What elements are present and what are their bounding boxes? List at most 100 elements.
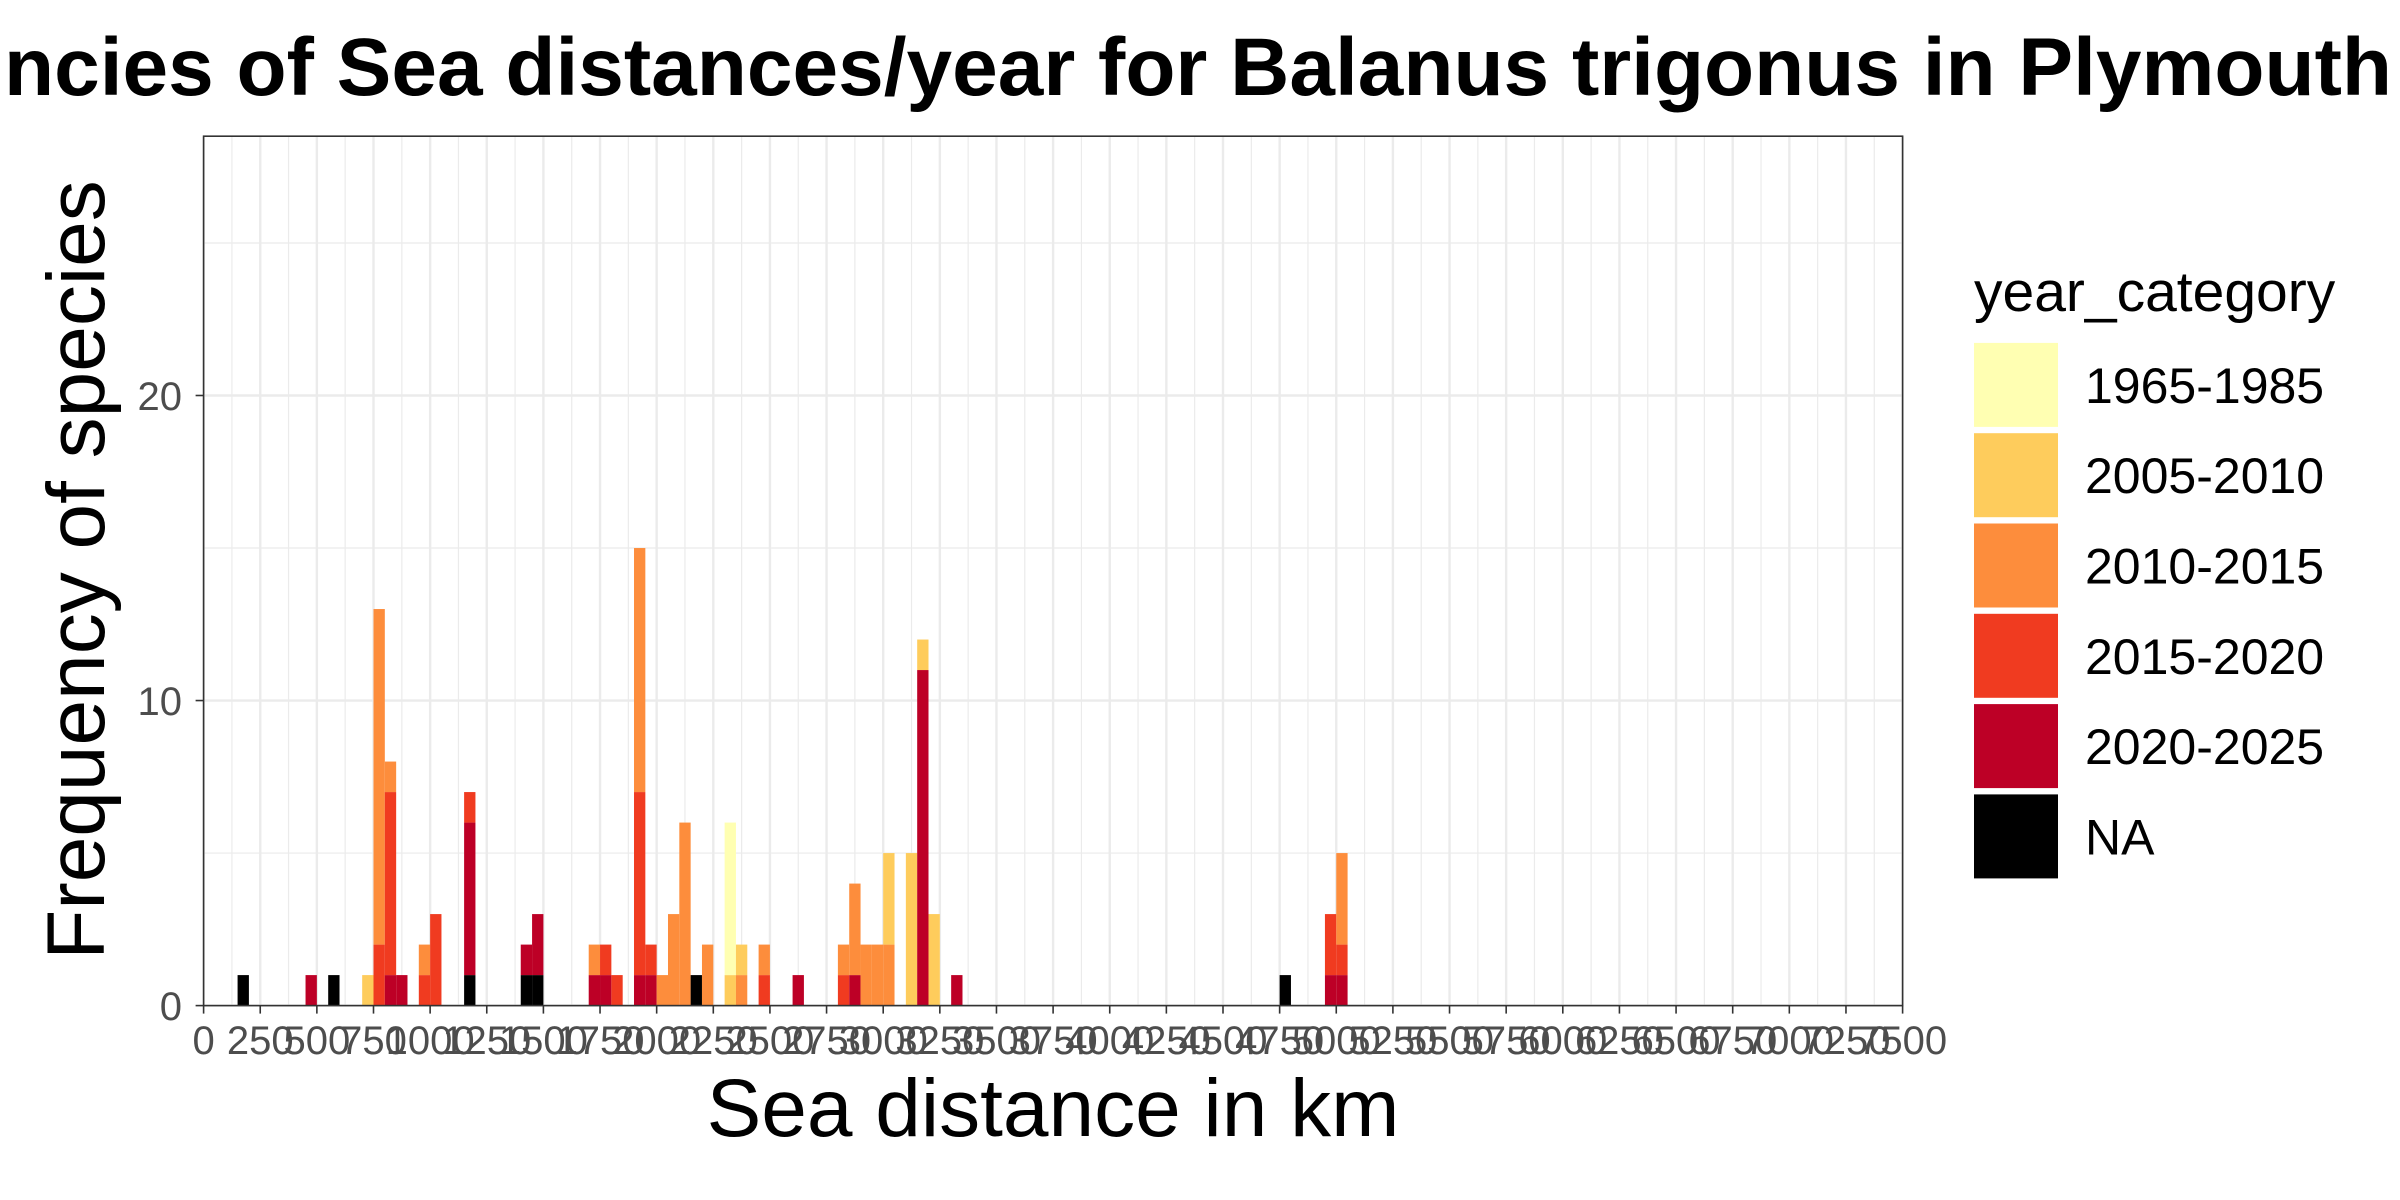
bar-2020-2025-3325 [951, 975, 963, 1006]
bar-2020-2025-1475 [532, 914, 544, 976]
bar-na-1175 [464, 975, 476, 1006]
legend: year_category 1965-1985 2005-2010 2010-201… [1974, 260, 2336, 879]
bar-1965-1985-2325 [724, 822, 736, 976]
bar-na-4775 [1279, 975, 1291, 1006]
bar-2015-2020-2475 [758, 975, 770, 1006]
bar-2010-2015-2225 [701, 944, 714, 1006]
x-tick-label: 500 [283, 1019, 350, 1063]
legend-key-2005-2010 [1974, 433, 2058, 518]
x-tick-label: 2750 [782, 1019, 871, 1063]
bar-na-1475 [532, 975, 544, 1006]
bar-2010-2015-2825 [837, 944, 850, 976]
bar-2005-2010-2375 [735, 944, 748, 976]
bar-2020-2025-1425 [520, 944, 533, 976]
x-tick-label: 1750 [556, 1019, 645, 1063]
bar-2020-2025-1725 [588, 975, 601, 1006]
x-tick-label: 6000 [1518, 1019, 1607, 1063]
bar-2015-2020-5025 [1336, 944, 1348, 976]
x-tick-label: 7000 [1745, 1019, 1834, 1063]
histogram-bars [237, 548, 1348, 1006]
bar-2020-2025-1775 [600, 975, 612, 1006]
bar-2020-2025-4975 [1324, 975, 1337, 1006]
x-axis-ticks: 0 250500750100012501500175020002250250027… [192, 1005, 1947, 1063]
x-tick-label: 7500 [1858, 1019, 1947, 1063]
bar-2010-2015-2075 [667, 914, 680, 1006]
bar-2010-2015-1925 [634, 548, 646, 793]
legend-item-na: NA [1974, 794, 2155, 879]
y-axis-ticks: 0 10 20 [138, 375, 204, 1029]
bar-2020-2025-1925 [634, 975, 646, 1006]
legend-key-2015-2020 [1974, 613, 2058, 698]
x-tick-label: 5750 [1462, 1019, 1551, 1063]
bar-2015-2020-1775 [600, 944, 612, 976]
bar-2015-2020-1825 [611, 975, 623, 1006]
bar-2015-2020-2825 [837, 975, 850, 1006]
bar-2015-2020-825 [384, 792, 397, 976]
bar-2015-2020-1975 [645, 944, 657, 976]
bar-2015-2020-1025 [430, 914, 442, 1006]
y-tick-label: 10 [138, 680, 183, 724]
x-tick-label: 4250 [1122, 1019, 1211, 1063]
bar-2020-2025-875 [396, 975, 408, 1006]
bar-2010-2015-2125 [679, 822, 691, 1006]
x-tick-label: 3250 [895, 1019, 984, 1063]
bar-2010-2015-2975 [871, 944, 884, 1006]
x-axis-title: Sea distance in km [707, 1063, 1400, 1154]
x-tick-label: 4000 [1065, 1019, 1154, 1063]
bar-na-1425 [520, 975, 533, 1006]
bar-2015-2020-4975 [1324, 914, 1337, 976]
x-tick-label: 6500 [1632, 1019, 1721, 1063]
legend-item-2005-2010: 2005-2010 [1974, 433, 2324, 518]
bar-2020-2025-1975 [645, 975, 657, 1006]
bar-2010-2015-2875 [849, 883, 861, 976]
legend-key-2010-2015 [1974, 523, 2058, 608]
x-tick-label: 4500 [1179, 1019, 1268, 1063]
x-tick-label: 1500 [499, 1019, 588, 1063]
bar-2010-2015-975 [418, 944, 431, 976]
x-tick-label: 250 [227, 1019, 294, 1063]
bar-2010-2015-2375 [735, 975, 748, 1006]
x-tick-label: 4750 [1235, 1019, 1324, 1063]
bar-2010-2015-2025 [656, 975, 668, 1006]
x-tick-label: 5250 [1348, 1019, 1437, 1063]
bar-2010-2015-3025 [883, 944, 895, 1006]
bar-2015-2020-775 [373, 944, 385, 1006]
y-tick-label: 20 [138, 375, 183, 419]
bar-na-575 [328, 975, 340, 1006]
legend-title: year_category [1974, 260, 2336, 324]
bar-2005-2010-3175 [917, 639, 929, 671]
bar-2020-2025-825 [384, 975, 397, 1006]
bar-2010-2015-2925 [860, 944, 872, 1006]
x-tick-label: 2500 [725, 1019, 814, 1063]
bar-2020-2025-3175 [917, 670, 929, 1006]
bar-2020-2025-475 [305, 975, 317, 1006]
legend-item-2010-2015: 2010-2015 [1974, 523, 2324, 608]
legend-item-2020-2025: 2020-2025 [1974, 704, 2324, 789]
x-tick-label: 2000 [612, 1019, 701, 1063]
x-tick-label: 7250 [1801, 1019, 1890, 1063]
bar-2010-2015-2475 [758, 944, 770, 976]
y-tick-label: 0 [160, 985, 182, 1029]
x-tick-label: 3750 [1009, 1019, 1098, 1063]
bar-2015-2020-1175 [464, 792, 476, 823]
legend-item-1965-1985: 1965-1985 [1974, 342, 2324, 427]
bar-2015-2020-975 [418, 975, 431, 1006]
bar-2010-2015-775 [373, 609, 385, 945]
x-tick-label: 3000 [839, 1019, 928, 1063]
bar-2015-2020-1925 [634, 792, 646, 976]
bar-2020-2025-2875 [849, 975, 861, 1006]
legend-label: 2015-2020 [2085, 629, 2324, 685]
bar-2020-2025-2625 [792, 975, 804, 1006]
legend-key-1965-1985 [1974, 342, 2058, 427]
x-tick-label: 6250 [1575, 1019, 1664, 1063]
legend-item-2015-2020: 2015-2020 [1974, 613, 2324, 698]
bar-2010-2015-1725 [588, 944, 601, 976]
legend-key-na [1974, 794, 2058, 879]
legend-label: 2005-2010 [2085, 448, 2324, 504]
x-tick-label: 750 [340, 1019, 407, 1063]
x-tick-label: 1000 [386, 1019, 475, 1063]
legend-label: NA [2085, 809, 2155, 865]
bar-2020-2025-1175 [464, 822, 476, 976]
legend-label: 1965-1985 [2085, 358, 2324, 414]
